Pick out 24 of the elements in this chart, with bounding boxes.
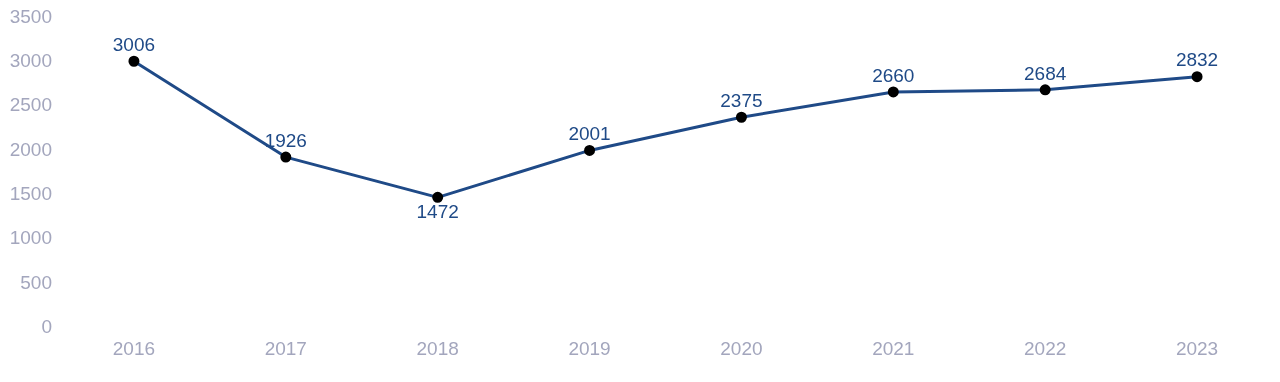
x-tick-label: 2020 bbox=[720, 337, 763, 359]
y-tick-label: 1000 bbox=[9, 227, 52, 249]
data-label: 2001 bbox=[568, 123, 611, 145]
data-label: 2684 bbox=[1024, 62, 1067, 84]
y-tick-label: 0 bbox=[41, 316, 52, 338]
y-tick-label: 3000 bbox=[9, 50, 52, 72]
y-tick-label: 500 bbox=[20, 271, 52, 293]
x-tick-label: 2021 bbox=[872, 337, 915, 359]
data-label: 2832 bbox=[1175, 49, 1219, 71]
y-tick-label: 1500 bbox=[9, 183, 52, 205]
data-label: 1926 bbox=[264, 129, 307, 151]
x-tick-label: 2016 bbox=[112, 337, 156, 359]
data-label: 2660 bbox=[872, 64, 915, 86]
data-label: 3006 bbox=[112, 33, 156, 55]
y-tick-label: 3500 bbox=[9, 5, 52, 27]
x-tick-label: 2018 bbox=[416, 337, 459, 359]
data-label: 1472 bbox=[416, 201, 459, 223]
x-tick-label: 2017 bbox=[264, 337, 307, 359]
x-tick-label: 2023 bbox=[1175, 337, 1219, 359]
y-tick-label: 2500 bbox=[9, 94, 52, 116]
x-tick-label: 2022 bbox=[1024, 337, 1067, 359]
data-label: 2375 bbox=[720, 89, 763, 111]
x-tick-label: 2019 bbox=[568, 337, 611, 359]
y-tick-label: 2000 bbox=[9, 138, 52, 160]
